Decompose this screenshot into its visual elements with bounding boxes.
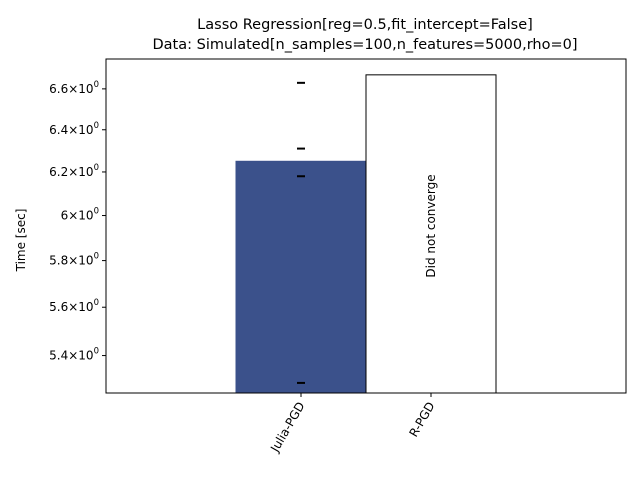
bar-julia-pgd [235,160,367,394]
axes-frame [105,58,627,394]
y-tick-label: 5.4×100 [49,347,99,363]
x-tick-label: R-PGD [406,400,437,440]
plot-area: Did not converge 5.4×100 5.6×100 5.8×100 6×1… [49,58,627,456]
bar-annotation: Did not converge [424,174,438,277]
y-tick-label: 6.6×100 [49,80,99,96]
y-tick-label: 6.2×100 [49,163,99,179]
chart-title: Lasso Regression[reg=0.5,fit_intercept=F… [197,17,533,33]
y-tick-label: 6.4×100 [49,121,99,137]
bar-r-pgd [365,74,497,394]
chart-subtitle: Data: Simulated[n_samples=100,n_features… [153,37,578,53]
y-axis-label: Time [sec] [14,209,28,273]
y-tick-label: 5.6×100 [49,298,99,314]
y-tick-label: 5.8×100 [49,252,99,268]
y-tick-label: 6×100 [61,207,99,223]
x-tick-label: Julia-PGD [267,400,307,456]
